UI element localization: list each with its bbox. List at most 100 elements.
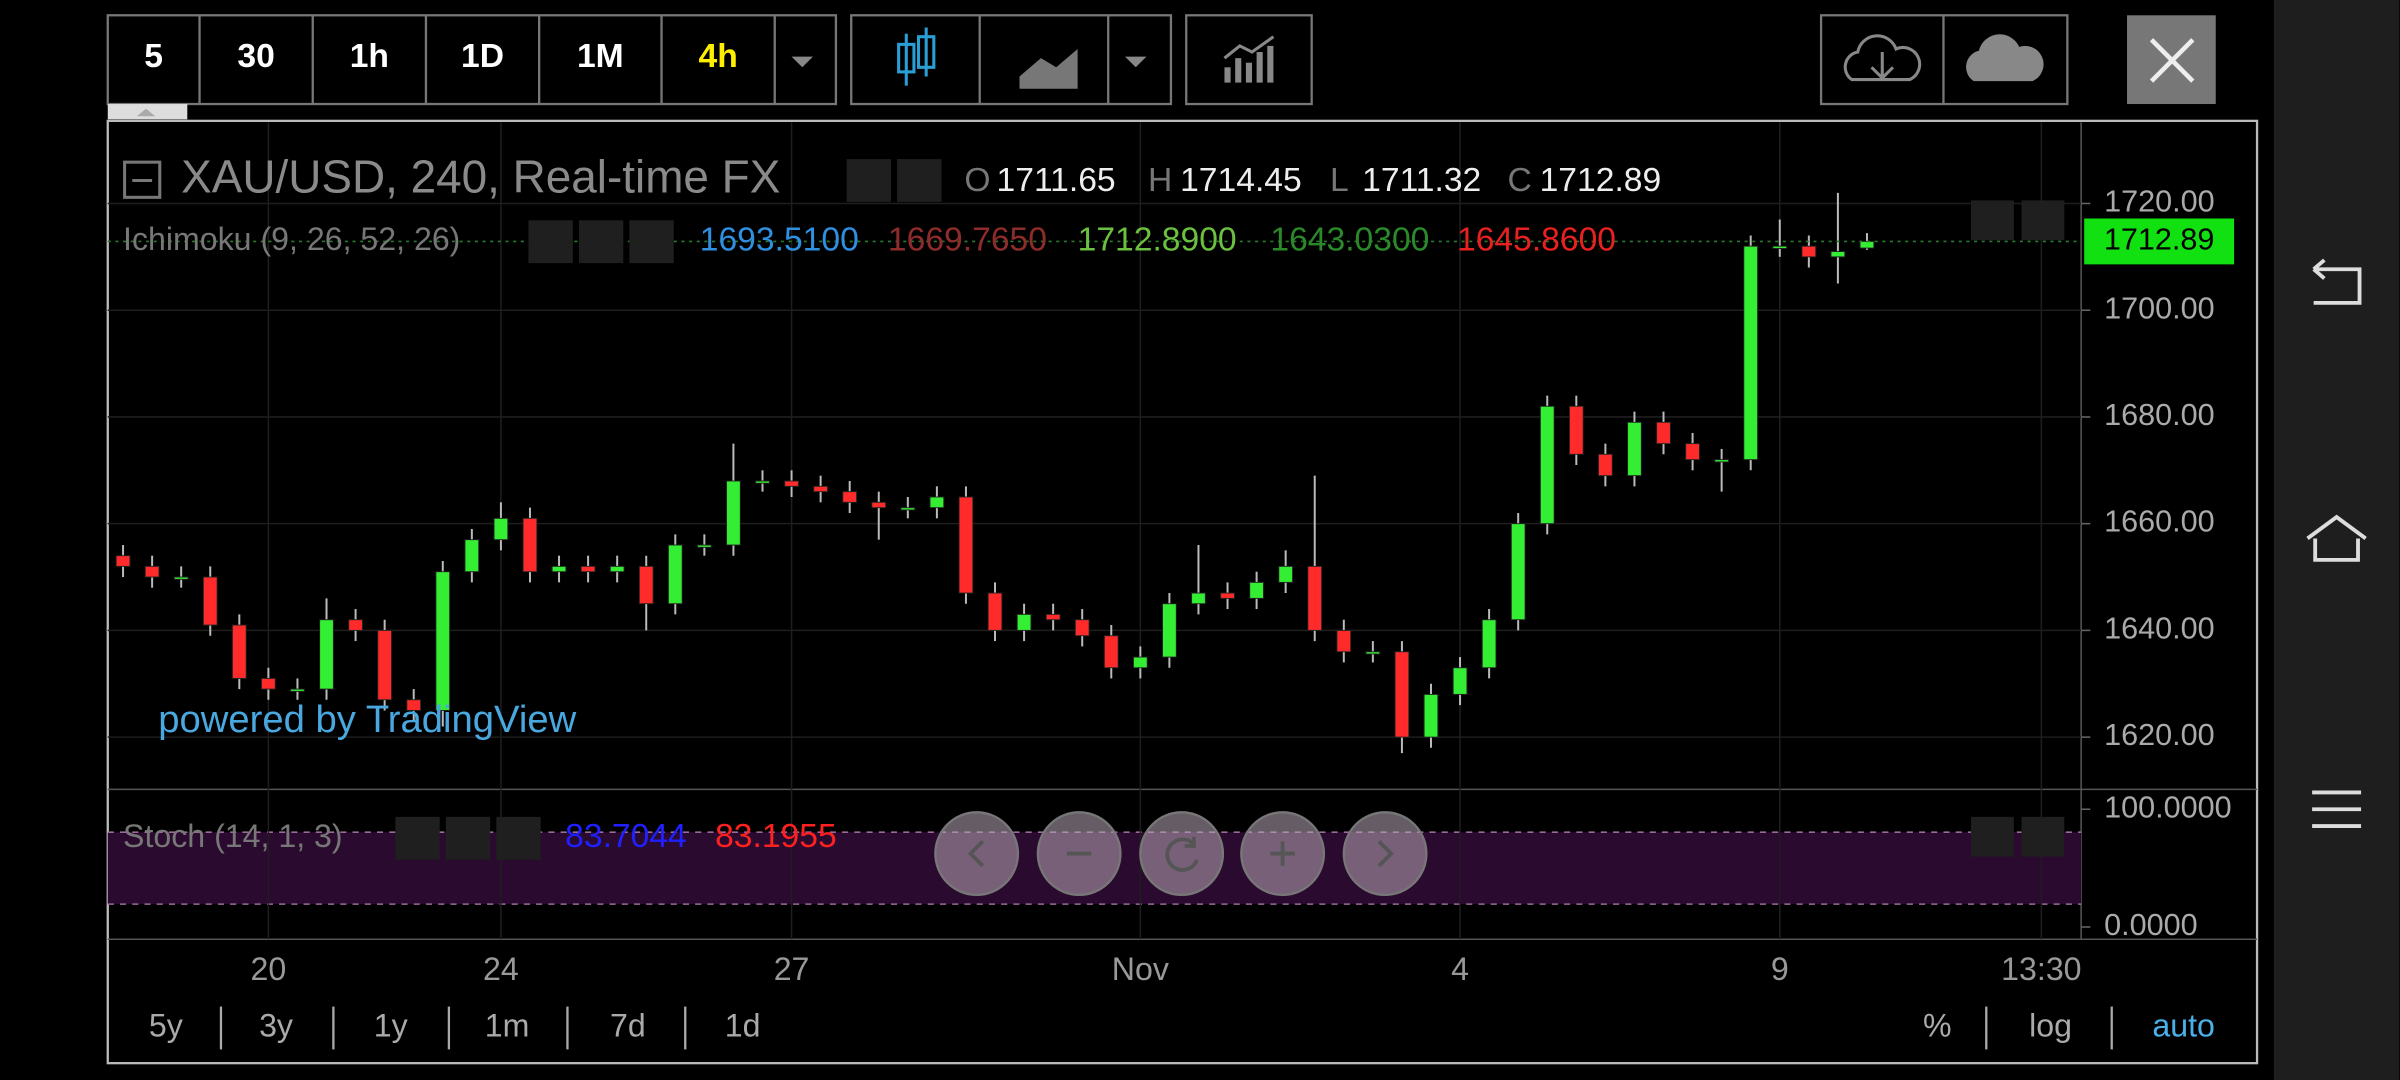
toolbar-frame — [106, 14, 838, 106]
interval-button[interactable]: 4h — [698, 38, 737, 75]
scale-option[interactable]: log — [2029, 1007, 2072, 1043]
interval-button[interactable]: 5 — [144, 38, 163, 75]
candle-body — [1191, 592, 1206, 605]
save-layout-button[interactable] — [1966, 34, 2044, 82]
candle-body — [1627, 421, 1642, 477]
scale-option[interactable]: % — [1923, 1007, 1952, 1043]
load-layout-button[interactable] — [1843, 34, 1922, 82]
stoch-value: 83.1955 — [715, 818, 837, 855]
watermark: powered by TradingView — [158, 698, 576, 741]
interval-button[interactable]: 1D — [461, 38, 504, 75]
candle-body — [609, 565, 625, 573]
home-button[interactable] — [2306, 514, 2367, 562]
x-tick-label: 4 — [1451, 951, 1469, 987]
x-tick-label: 9 — [1771, 951, 1789, 987]
remove-button[interactable] — [496, 816, 541, 860]
ohlc-value: 1711.32 — [1362, 162, 1481, 199]
candle-body — [1307, 565, 1323, 631]
candle-body — [1249, 581, 1264, 599]
candle-body — [1656, 421, 1671, 445]
candle-body — [987, 592, 1003, 631]
visibility-button[interactable] — [846, 159, 891, 202]
interval-button[interactable]: 30 — [237, 38, 274, 75]
indicators-group — [1185, 14, 1313, 106]
y-tick-label: 1720.00 — [2104, 185, 2215, 219]
remove-button[interactable] — [629, 220, 674, 264]
candle-style-button[interactable] — [897, 27, 936, 86]
candle-body — [144, 565, 160, 578]
collapse-button[interactable] — [123, 160, 162, 199]
close-icon — [2149, 38, 2195, 83]
y-tick-label: 1660.00 — [2104, 505, 2215, 539]
range-button[interactable]: 1m — [485, 1007, 530, 1043]
scroll-right-button[interactable] — [1342, 811, 1428, 897]
stoch-value: 83.7044 — [565, 818, 687, 855]
visibility-button[interactable] — [395, 816, 440, 860]
candle-body — [1132, 656, 1148, 669]
interval-dropdown[interactable] — [791, 56, 813, 68]
visibility-button[interactable] — [528, 220, 573, 264]
maximize-button[interactable] — [2021, 816, 2065, 857]
candle-body — [1510, 523, 1526, 621]
style-dropdown[interactable] — [1125, 56, 1147, 68]
x-tick-label: Nov — [1112, 951, 1169, 987]
candle-body — [1801, 245, 1817, 258]
move-up-button[interactable] — [1970, 816, 2014, 857]
ichimoku-value: 1645.8600 — [1457, 222, 1616, 259]
candle-body — [667, 544, 683, 605]
candle-body — [1220, 592, 1235, 599]
candle-body — [900, 507, 916, 511]
x-tick-label: 24 — [483, 951, 519, 987]
candle-body — [115, 555, 131, 567]
ohlc-key: C — [1507, 162, 1531, 199]
line-style-button[interactable] — [1019, 48, 1078, 89]
menu-button[interactable] — [2312, 790, 2362, 828]
interval-button[interactable]: 1M — [577, 38, 624, 75]
settings-button[interactable] — [897, 159, 942, 202]
ohlc-value: 1711.65 — [997, 162, 1116, 199]
candle-body — [493, 517, 509, 541]
range-button[interactable]: 3y — [259, 1007, 293, 1043]
candle-body — [1016, 613, 1032, 631]
candle-body — [173, 576, 189, 580]
candle-body — [1278, 565, 1294, 583]
back-button[interactable] — [2312, 258, 2362, 305]
reset-button[interactable] — [1139, 811, 1225, 897]
candle-body — [348, 619, 363, 631]
ohlc-legend: O 1711.65 H 1714.45 L 1711.32 C 1712.89 — [964, 162, 1661, 199]
candle-body — [697, 544, 712, 548]
settings-button[interactable] — [578, 220, 624, 264]
indicators-button[interactable] — [1223, 35, 1275, 83]
move-down-button[interactable] — [1970, 200, 2014, 241]
candle-body — [958, 496, 974, 594]
interval-button[interactable]: 1h — [350, 38, 389, 75]
candle-body — [580, 565, 596, 573]
scroll-left-button[interactable] — [934, 811, 1020, 897]
x-tick-label: 27 — [774, 951, 810, 987]
candle-body — [1539, 405, 1555, 525]
range-button[interactable]: 7d — [610, 1007, 646, 1043]
ichimoku-value: 1712.8900 — [1078, 222, 1237, 259]
candle-body — [377, 629, 392, 701]
ohlc-value: 1712.89 — [1540, 162, 1662, 199]
ichimoku-title: Ichimoku (9, 26, 52, 26) — [123, 221, 460, 257]
candle-body — [231, 624, 247, 679]
stoch-title: Stoch (14, 1, 3) — [123, 818, 343, 854]
ohlc-key: O — [964, 162, 990, 199]
ichimoku-value: 1693.5100 — [700, 222, 859, 259]
maximize-button[interactable] — [2021, 200, 2065, 241]
range-button[interactable]: 5y — [149, 1007, 183, 1043]
candle-body — [1481, 619, 1497, 669]
x-tick-label: 13:30 — [2001, 951, 2081, 987]
scale-option[interactable]: auto — [2152, 1007, 2215, 1043]
candle-body — [290, 688, 305, 692]
range-button[interactable]: 1y — [374, 1007, 408, 1043]
candle-body — [1598, 453, 1613, 477]
candle-body — [1859, 240, 1875, 249]
candle-body — [1394, 651, 1410, 738]
range-button[interactable]: 1d — [725, 1007, 761, 1043]
candle-body — [406, 699, 422, 711]
settings-button[interactable] — [445, 816, 491, 860]
candle-body — [1045, 613, 1061, 621]
